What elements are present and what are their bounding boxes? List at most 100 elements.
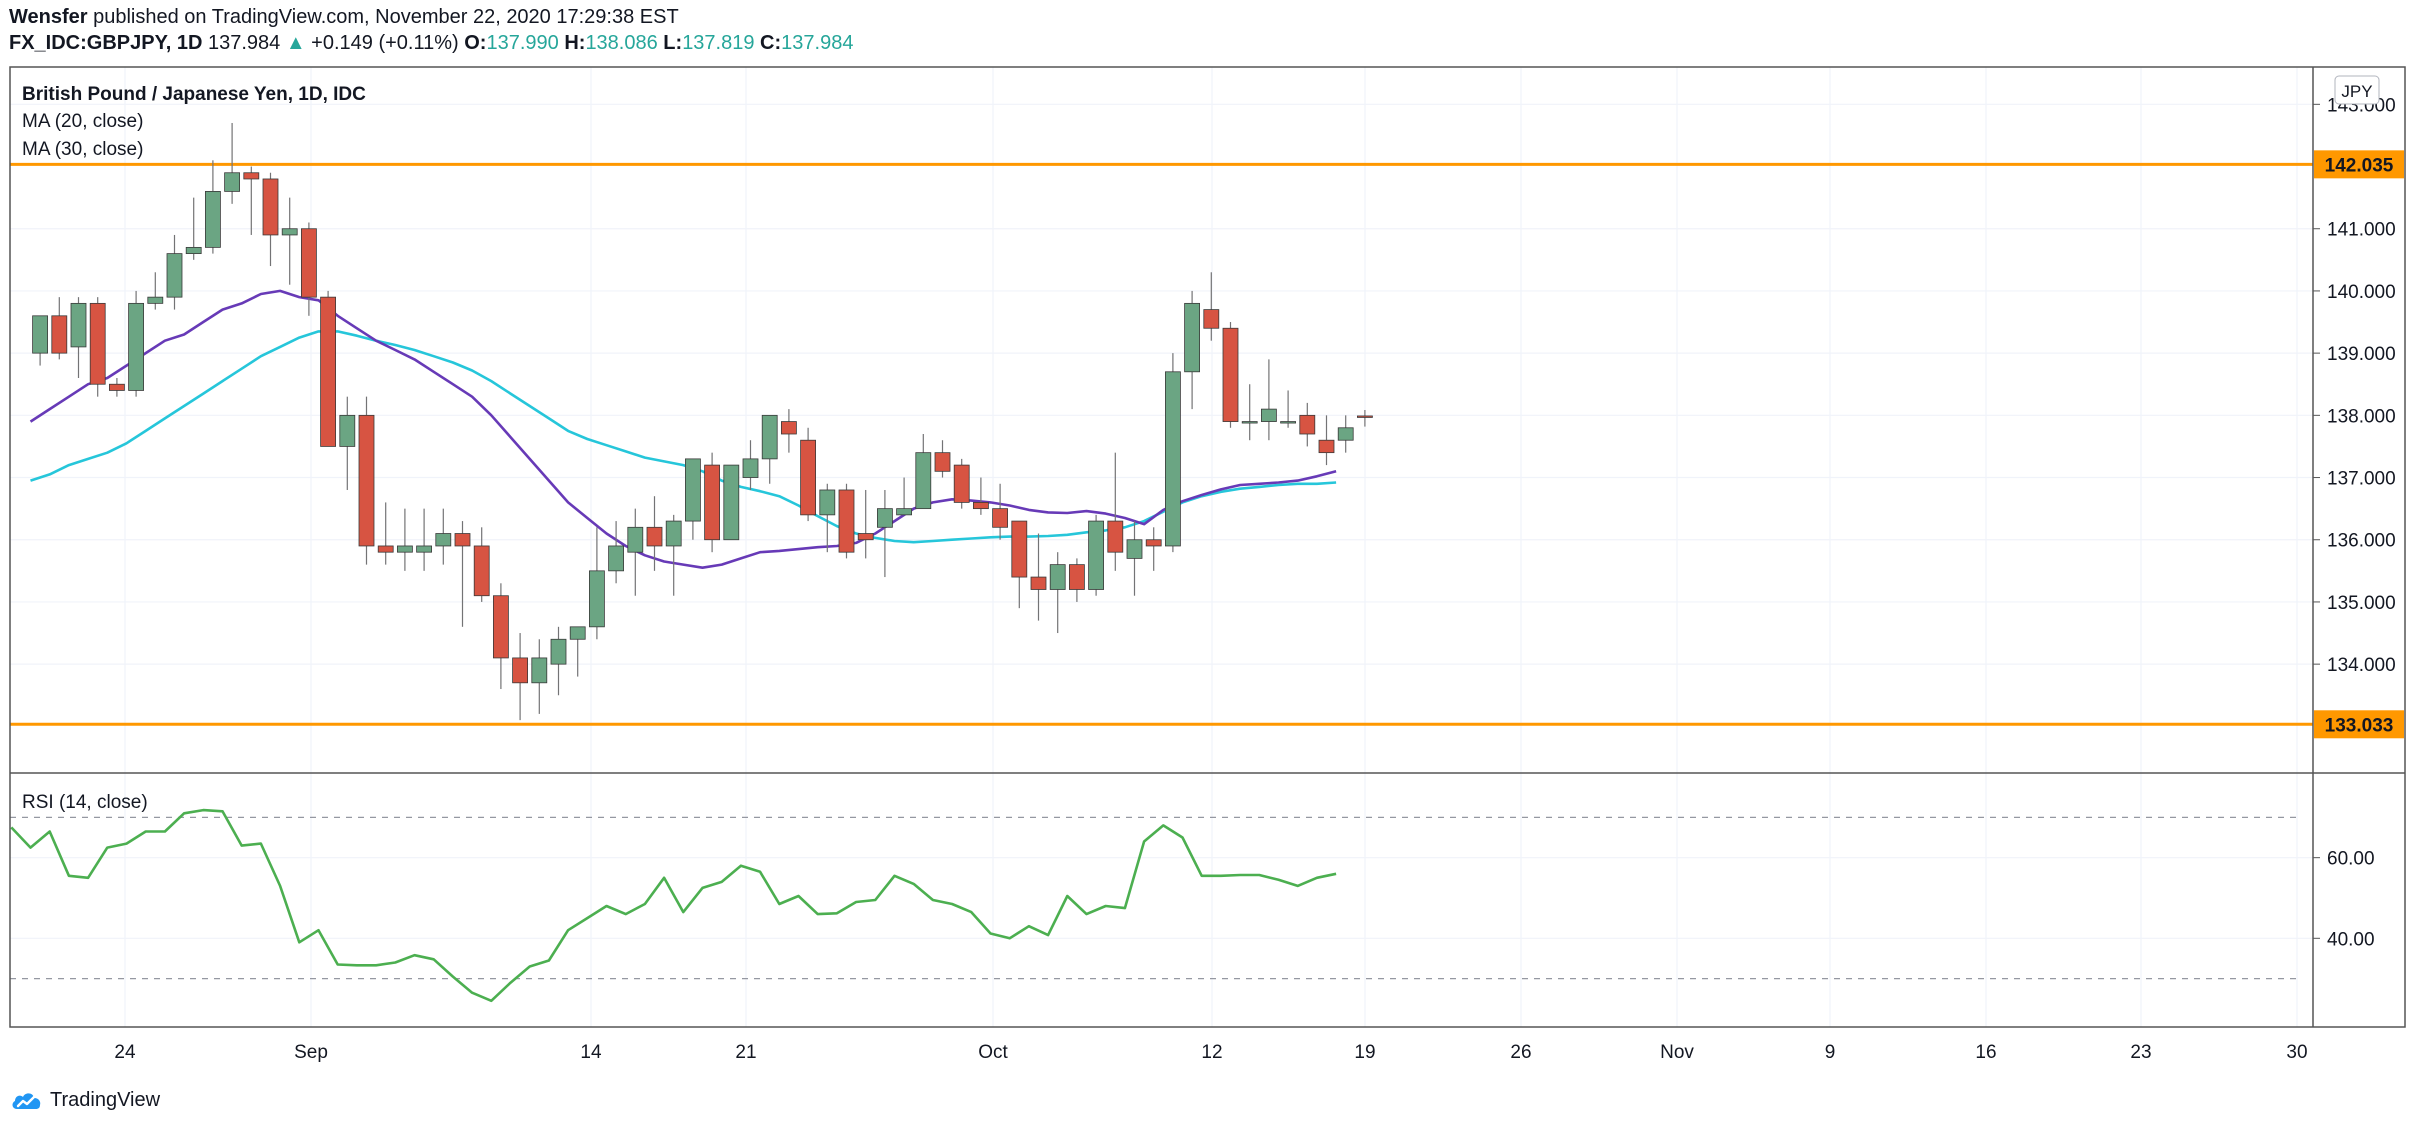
publish-line: Wensfer published on TradingView.com, No… [9,6,679,29]
candle-body-down [1299,414,1316,435]
candle-body-up [1184,302,1200,373]
candle-body-up [1088,520,1104,590]
candle [435,508,452,565]
candle-body-down [512,657,528,684]
candle-body-up [742,458,759,478]
candle [377,502,394,565]
symbol-name[interactable]: FX_IDC:GBPJPY, 1D [9,32,203,54]
low-label: L: [663,32,683,54]
candle-body-up [915,452,932,510]
candle-body-down [646,526,663,547]
candle-body-down [492,595,509,659]
candle [953,458,970,509]
candle-body-up [819,489,836,516]
candle [704,452,720,553]
ma30-legend[interactable]: MA (30, close) [22,139,143,160]
y-tick-label: 139.000 [2327,344,2396,365]
candle-body-up [339,414,356,447]
candle [1318,415,1335,466]
candle [89,297,106,397]
x-tick-label: 24 [114,1042,136,1063]
footer: TradingView [10,1086,160,1114]
candle [1261,359,1277,441]
candle-body-up [627,526,644,553]
candle [646,496,663,571]
candle [877,489,893,578]
x-tick-label: 16 [1975,1042,1996,1063]
candle [569,626,586,677]
candle [358,396,375,565]
candle-body-down [704,464,720,541]
candle [1357,409,1373,427]
x-tick-label: 26 [1510,1042,1531,1063]
candle-body-down [1030,576,1047,590]
candle [51,297,68,360]
candle-body-down [1145,539,1162,547]
candle-body-down [992,508,1008,528]
chart-header: Wensfer published on TradingView.com, No… [9,0,2409,64]
horizontal-levels [10,162,2313,726]
candle [761,414,778,484]
candle-body-up [147,296,164,304]
candles [32,122,1373,721]
candle [1145,527,1162,571]
candle [685,458,701,540]
grid-lines [10,67,2320,1027]
high-label: H: [564,32,586,54]
symbol-line: FX_IDC:GBPJPY, 1D 137.984 ▲ +0.149 (+0.1… [9,32,853,55]
candle [1203,272,1220,341]
candle [32,315,48,366]
y-tick-label: 140.000 [2327,282,2396,303]
candle [512,633,528,721]
candle-body-up [877,508,893,528]
y-tick-label: 137.000 [2327,469,2396,490]
currency-badge[interactable]: JPY [2334,75,2380,105]
x-tick-label: 21 [735,1042,756,1063]
candle [320,290,337,447]
y-tick-label: 134.000 [2327,655,2396,676]
candle [128,290,145,397]
candle-body-up [281,228,298,236]
candle [281,197,298,285]
candle-body-down [454,533,471,547]
candle-body-down [300,228,317,298]
candle [300,222,317,316]
candle [70,297,87,379]
y-tick-label: 138.000 [2327,406,2396,427]
candle-body-up [396,545,413,553]
candle [1088,514,1104,596]
level-price-tag [2314,710,2404,739]
candle-body-up [665,520,682,547]
candle [1165,353,1181,553]
open-value: 137.990 [486,32,559,54]
ma20-line [29,289,1337,570]
instrument-title[interactable]: British Pound / Japanese Yen, 1D, IDC [22,84,366,105]
candle-body-down [473,545,490,597]
candle-body-up [224,172,241,192]
x-tick-label: 19 [1354,1042,1375,1063]
candle-body-up [1049,564,1066,590]
chart-frame [9,66,2406,1028]
rsi-legend[interactable]: RSI (14, close) [22,792,148,813]
candle-body-down [953,464,970,503]
candle [1222,322,1239,428]
candle-body-down [1203,309,1220,329]
level-price-label: 133.033 [2325,715,2394,736]
low-value: 137.819 [682,32,755,54]
x-tick-label: 9 [1825,1042,1836,1063]
author-name[interactable]: Wensfer [9,6,88,28]
candle-body-down [109,383,125,391]
x-tick-label: 12 [1201,1042,1222,1063]
candle-body-down [358,414,375,547]
ma20-legend[interactable]: MA (20, close) [22,111,143,132]
candle [396,508,413,571]
axis-labels: 24 Sep 14 21 Oct 12 19 26 Nov 9 16 23 30 134.000 135.0… [114,95,2404,1063]
rsi-tick-label: 40.00 [2327,929,2375,950]
brand-name[interactable]: TradingView [50,1088,161,1111]
ma20-layer [29,289,1337,570]
open-label: O: [464,32,487,54]
rsi-tick-label: 60.00 [2327,849,2375,870]
candle [742,440,759,490]
chart-legend: British Pound / Japanese Yen, 1D, IDC MA… [22,84,366,813]
